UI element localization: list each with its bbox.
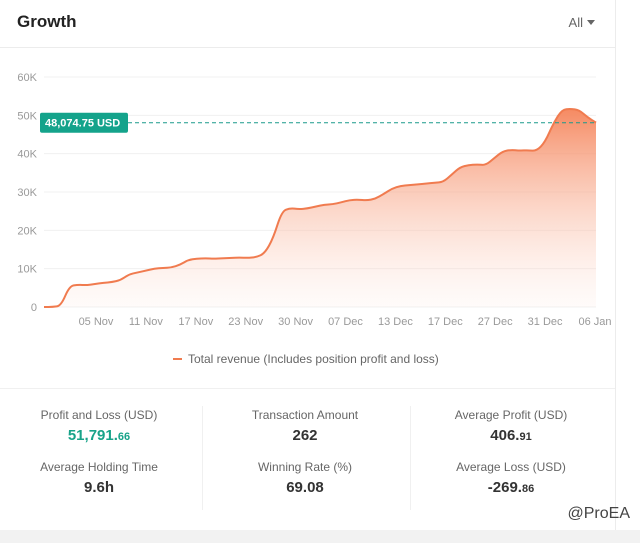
chart-legend[interactable]: Total revenue (Includes position profit … [173, 352, 439, 366]
stat-value: 9.6h [83, 479, 114, 496]
x-tick-label: 17 Dec [428, 316, 463, 328]
stat-winning-rate: Winning Rate (%) 69.08 [220, 460, 390, 496]
y-tick-label: 40K [17, 149, 37, 161]
stat-transaction-amount: Transaction Amount 262 [220, 408, 390, 444]
x-tick-label: 31 Dec [528, 316, 563, 328]
x-tick-label: 30 Nov [278, 316, 313, 328]
stat-value: 262 [292, 427, 318, 444]
y-tick-label: 10K [17, 264, 37, 276]
x-tick-label: 07 Dec [328, 316, 363, 328]
legend-label: Total revenue (Includes position profit … [188, 352, 439, 366]
stat-average-loss: Average Loss (USD) -269.86 [426, 460, 596, 496]
stat-value: 69.08 [286, 479, 324, 496]
x-tick-label: 13 Dec [378, 316, 413, 328]
stat-profit-loss: Profit and Loss (USD) 51,791.66 [14, 408, 184, 444]
stat-label: Average Holding Time [40, 460, 158, 474]
x-tick-label: 11 Nov [129, 316, 164, 328]
revenue-chart: 0 10K 20K 30K 40K 50K 60K 05 Nov 11 Nov 17 Nov 23… [17, 72, 611, 328]
x-tick-label: 27 Dec [478, 316, 513, 328]
stat-label: Winning Rate (%) [257, 460, 353, 474]
y-tick-label: 60K [17, 72, 37, 84]
period-filter-dropdown[interactable]: All [569, 15, 595, 30]
column-separator [410, 406, 411, 510]
stat-label: Transaction Amount [251, 408, 359, 422]
stat-label: Average Loss (USD) [456, 460, 566, 474]
svg-text:48,074.75 USD: 48,074.75 USD [45, 118, 120, 130]
y-tick-label: 50K [17, 110, 37, 122]
caret-down-icon [587, 20, 595, 25]
footer-bar [0, 530, 640, 543]
filter-label: All [568, 15, 583, 30]
stat-average-holding-time: Average Holding Time 9.6h [14, 460, 184, 496]
stat-label: Average Profit (USD) [454, 408, 568, 422]
reference-label: 48,074.75 USD [40, 112, 128, 133]
x-tick-label: 17 Nov [178, 316, 213, 328]
stat-average-profit: Average Profit (USD) 406.91 [426, 408, 596, 444]
growth-card: Growth All 0 10K 20K 30K 40K 50K 60K 05 Nov 11 … [0, 0, 616, 530]
x-tick-label: 06 Jan [578, 316, 611, 328]
card-header: Growth All [0, 0, 615, 48]
stat-label: Profit and Loss (USD) [40, 408, 158, 422]
y-tick-label: 30K [17, 187, 37, 199]
x-tick-label: 05 Nov [79, 316, 114, 328]
y-tick-label: 0 [31, 302, 37, 314]
legend-swatch [173, 358, 182, 360]
revenue-area [44, 109, 596, 307]
stat-value: 51,791.66 [67, 427, 131, 444]
stat-value: 406.91 [490, 427, 532, 444]
x-tick-label: 23 Nov [228, 316, 263, 328]
page-title: Growth [17, 12, 77, 31]
column-separator [202, 406, 203, 510]
watermark: @ProEA [567, 505, 630, 522]
section-divider [0, 388, 615, 389]
revenue-line [44, 108, 597, 308]
stat-value: -269.86 [487, 479, 535, 496]
y-tick-label: 20K [17, 225, 37, 237]
